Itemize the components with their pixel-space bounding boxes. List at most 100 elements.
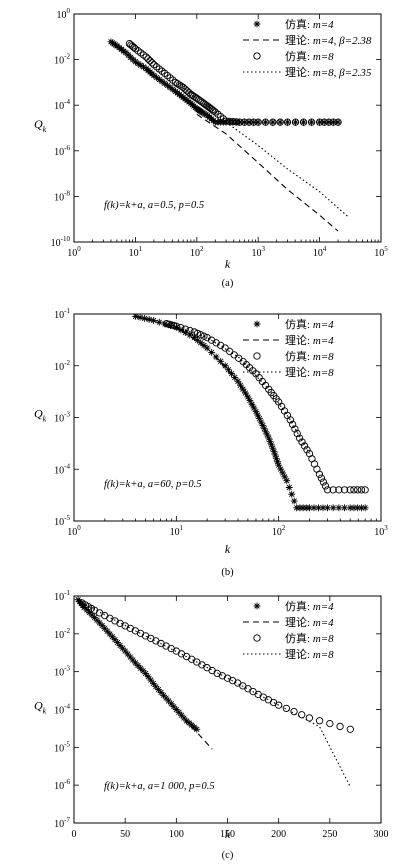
circle-point [315, 118, 324, 126]
circle-point [146, 57, 154, 65]
circle-point [315, 470, 324, 478]
circle-point [261, 118, 270, 126]
star-point [106, 630, 114, 638]
chart-annotation: f(k)=k+a, a=60, p=0.5 [104, 479, 201, 490]
star-point [290, 497, 298, 505]
star-point [134, 662, 142, 669]
circle-point [276, 118, 284, 126]
star-point [300, 118, 307, 126]
star-point [245, 118, 253, 126]
series-points-3 [162, 320, 369, 494]
x-tick-label: 103 [251, 245, 265, 259]
star-point [197, 339, 205, 347]
star-point [194, 336, 201, 344]
circle-point [275, 701, 283, 709]
star-point [224, 366, 232, 374]
star-point [308, 118, 315, 126]
star-point [228, 370, 235, 377]
star-point [354, 504, 362, 512]
circle-point [171, 78, 180, 87]
star-point [142, 669, 150, 677]
star-point [132, 58, 139, 66]
star-point [288, 490, 296, 498]
circle-point [172, 322, 180, 330]
x-tick-label: 104 [313, 245, 327, 259]
circle-point [286, 416, 294, 424]
circle-point [350, 486, 358, 494]
y-tick-label: 10-6 [54, 778, 70, 792]
star-point [141, 315, 149, 322]
star-point [310, 504, 318, 512]
y-tick-label: 10-7 [54, 816, 70, 830]
circle-point [282, 704, 290, 713]
circle-point [320, 118, 328, 126]
star-point [306, 504, 313, 512]
x-tick-label: 100 [169, 829, 184, 840]
circle-point [303, 446, 311, 454]
star-point [241, 389, 249, 397]
star-point [193, 725, 201, 733]
legend: 仿真: m=4 理论: m=4 仿真: m=8 理论: m=8 [243, 317, 334, 379]
star-point [169, 86, 177, 93]
x-tick-label: 102 [272, 524, 286, 538]
x-axis-title: k [225, 542, 231, 556]
circle-point [249, 118, 258, 126]
chart-panel-2: 100 101 102 103 10-1 10-2 10-3 10-4 10-5 Qk k (b) f(… [34, 307, 388, 578]
star-point [139, 667, 147, 675]
star-point [155, 76, 163, 83]
star-point [217, 357, 225, 365]
legend-entry: 理论: m=4, β=2.38 [285, 33, 372, 47]
star-point [163, 82, 171, 89]
star-point [279, 469, 287, 477]
star-point [350, 504, 358, 512]
y-axis-title: Qk [34, 117, 47, 134]
circle-point [298, 711, 306, 719]
x-tick-label: 102 [190, 245, 204, 259]
y-tick-label: 10-10 [51, 235, 71, 249]
star-point [330, 118, 337, 126]
star-point [277, 465, 285, 473]
y-tick-label: 10-4 [54, 703, 70, 717]
circle-point [291, 425, 299, 433]
legend-entry: 理论: m=8 [285, 365, 334, 379]
star-point [267, 441, 275, 449]
star-point [101, 624, 109, 632]
star-point [250, 118, 257, 126]
star-point [240, 118, 248, 126]
y-tick-label: 10-8 [54, 189, 70, 203]
circle-point [200, 332, 208, 340]
star-point [145, 316, 153, 323]
y-axis-title: Qk [34, 407, 47, 424]
x-axis-title: k [225, 827, 231, 841]
x-tick-label: 100 [67, 524, 81, 538]
circle-point [334, 118, 342, 126]
data-area [74, 596, 354, 788]
circle-point [340, 486, 349, 494]
star-point [161, 80, 169, 87]
circle-point [305, 714, 314, 722]
star-point [361, 504, 369, 512]
star-point [155, 318, 163, 326]
star-point [253, 602, 261, 610]
star-point [335, 504, 343, 512]
x-tick-label: 100 [67, 245, 81, 259]
series-points-3 [78, 599, 354, 733]
star-point [329, 504, 337, 512]
circle-point [335, 486, 343, 494]
circle-point [325, 118, 333, 126]
y-tick-label: 10-4 [54, 462, 70, 476]
y-tick-label: 10-1 [54, 589, 70, 603]
x-axis-title: k [225, 257, 231, 271]
legend-entry: 理论: m=4 [285, 615, 334, 629]
star-point [140, 63, 147, 71]
star-point [180, 714, 188, 722]
star-point [150, 72, 158, 79]
y-tick-label: 10-2 [54, 627, 70, 641]
series-line-4 [81, 602, 351, 788]
circle-point [293, 429, 301, 438]
y-axis-title: Qk [34, 699, 47, 716]
star-point [283, 477, 291, 485]
circle-point [277, 402, 286, 411]
legend: 仿真: m=4 理论: m=4, β=2.38 仿真: m=8 理论: m=8, β=… [243, 17, 372, 79]
circle-point [321, 482, 330, 490]
